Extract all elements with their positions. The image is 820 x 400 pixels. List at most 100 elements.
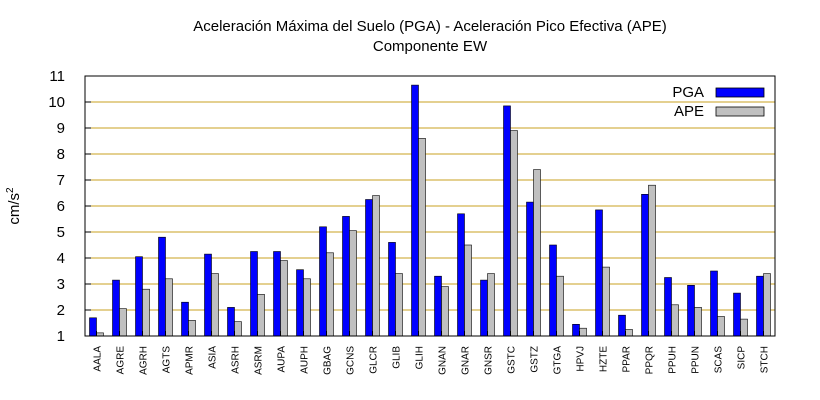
- legend-label-pga: PGA: [672, 84, 704, 101]
- bar-ape-glcr: [372, 195, 380, 337]
- x-tick-label-asia: ASIA: [208, 346, 219, 369]
- bar-pga-asia: [204, 253, 212, 337]
- chart-title: Aceleración Máxima del Suelo (PGA) - Ace…: [193, 18, 667, 35]
- bar-pga-sicp: [733, 292, 741, 337]
- bar-ape-asia: [211, 273, 219, 337]
- bar-pga-ppar: [618, 314, 626, 337]
- legend: PGA APE: [672, 84, 765, 120]
- bar-pga-stch: [756, 275, 764, 337]
- x-tick-label-gcns: GCNS: [346, 346, 357, 375]
- bar-ape-ppuh: [671, 304, 679, 337]
- bar-pga-scas: [710, 270, 718, 337]
- bar-pga-apmr: [181, 301, 189, 337]
- bar-pga-gstz: [526, 201, 534, 337]
- bar-ape-stch: [763, 273, 771, 337]
- bar-ape-gnar: [464, 244, 472, 337]
- legend-swatch-pga: [715, 87, 765, 98]
- bar-ape-glih: [418, 138, 426, 337]
- bar-ape-sicp: [740, 318, 748, 337]
- x-tick-label-gnsr: GNSR: [484, 346, 495, 375]
- y-tick-label-7: 7: [57, 172, 65, 189]
- bar-pga-glib: [388, 242, 396, 337]
- bar-ape-agts: [165, 278, 173, 337]
- y-tick-label-5: 5: [57, 224, 65, 241]
- bar-ape-asrh: [234, 321, 242, 337]
- bar-ape-scas: [717, 316, 725, 337]
- bar-pga-hzte: [595, 209, 603, 337]
- bar-ape-gtga: [556, 275, 564, 337]
- x-tick-label-asrh: ASRH: [231, 346, 242, 374]
- bar-ape-hpvj: [579, 327, 587, 337]
- y-tick-label-9: 9: [57, 120, 65, 137]
- bar-ape-gbag: [326, 252, 334, 337]
- y-tick-label-10: 10: [48, 94, 65, 111]
- bar-pga-gnar: [457, 213, 465, 337]
- bar-ape-ppqr: [648, 184, 656, 337]
- chart-subtitle: Componente EW: [373, 38, 488, 55]
- bar-ape-apmr: [188, 320, 196, 337]
- x-tick-labels: AALA AGRE AGRH AGTS APMR ASIA ASRH ASRM AUPA AUPH…: [93, 331, 771, 375]
- bars: [89, 84, 771, 337]
- bar-ape-hzte: [602, 266, 610, 337]
- bar-pga-glih: [411, 84, 419, 337]
- grid-lines: [85, 75, 775, 311]
- x-tick-label-scas: SCAS: [714, 346, 725, 374]
- x-tick-label-glib: GLIB: [392, 346, 403, 369]
- legend-swatch-ape: [715, 106, 765, 117]
- bar-pga-ppun: [687, 284, 695, 337]
- x-tick-label-gnar: GNAR: [461, 346, 472, 375]
- x-tick-label-hpvj: HPVJ: [576, 346, 587, 372]
- y-tick-label-6: 6: [57, 198, 65, 215]
- bar-pga-agrh: [135, 256, 143, 337]
- bar-ape-ppun: [694, 307, 702, 337]
- legend-label-ape: APE: [674, 103, 704, 120]
- x-tick-label-hzte: HZTE: [599, 346, 610, 372]
- x-tick-label-gtga: GTGA: [553, 346, 564, 375]
- bar-ape-gcns: [349, 230, 357, 337]
- y-tick-label-11: 11: [49, 68, 65, 85]
- x-tick-label-aala: AALA: [93, 346, 104, 372]
- x-tick-label-auph: AUPH: [300, 346, 311, 374]
- x-tick-label-asrm: ASRM: [254, 346, 265, 375]
- y-axis-label-exponent: 2: [5, 187, 16, 193]
- y-axis-label-unit: cm/s: [6, 193, 23, 225]
- bar-pga-gbag: [319, 226, 327, 337]
- y-tick-label-3: 3: [57, 276, 65, 293]
- x-tick-label-glcr: GLCR: [369, 346, 380, 374]
- bar-ape-agre: [119, 308, 127, 337]
- bar-ape-gnsr: [487, 273, 495, 337]
- bar-pga-glcr: [365, 199, 373, 337]
- x-tick-label-ppqr: PPQR: [645, 346, 656, 374]
- bar-pga-auph: [296, 269, 304, 337]
- bar-ape-asrm: [257, 294, 265, 337]
- y-tick-label-2: 2: [57, 302, 65, 319]
- x-tick-label-gstz: GSTZ: [530, 346, 541, 373]
- bar-ape-aupa: [280, 260, 288, 337]
- bar-ape-ppar: [625, 329, 633, 337]
- bar-pga-aupa: [273, 251, 281, 337]
- bar-pga-ppuh: [664, 277, 672, 337]
- y-tick-label-4: 4: [57, 250, 65, 267]
- x-tick-label-ppar: PPAR: [622, 346, 633, 373]
- bar-pga-gnan: [434, 275, 442, 337]
- x-tick-label-ppun: PPUN: [691, 346, 702, 374]
- x-tick-label-aupa: AUPA: [277, 346, 288, 373]
- x-tick-label-agts: AGTS: [162, 346, 173, 374]
- y-tick-label-1: 1: [57, 328, 65, 345]
- bar-ape-agrh: [142, 288, 150, 337]
- x-tick-label-glih: GLIH: [415, 346, 426, 369]
- bar-pga-gcns: [342, 216, 350, 337]
- bar-pga-ppqr: [641, 194, 649, 337]
- x-tick-label-stch: STCH: [760, 346, 771, 373]
- x-tick-label-gbag: GBAG: [323, 346, 334, 375]
- x-tick-label-agrh: AGRH: [139, 346, 150, 375]
- y-axis-label: cm/s2: [5, 187, 23, 225]
- bar-pga-gnsr: [480, 279, 488, 337]
- svg-text:cm/s2: cm/s2: [5, 187, 23, 225]
- x-tick-label-gstc: GSTC: [507, 346, 518, 374]
- bar-ape-gnan: [441, 286, 449, 337]
- bar-pga-agts: [158, 236, 166, 337]
- x-tick-label-apmr: APMR: [185, 346, 196, 375]
- x-tick-label-sicp: SICP: [737, 346, 748, 370]
- bar-ape-auph: [303, 278, 311, 337]
